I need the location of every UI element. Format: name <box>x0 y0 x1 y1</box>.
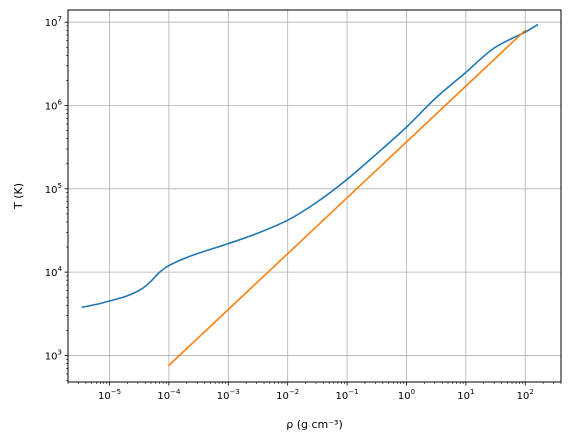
x-tick-label-exponent: 1 <box>470 388 474 396</box>
x-tick-label-exponent: −2 <box>289 388 299 396</box>
x-tick-label-base: 10 <box>276 391 289 402</box>
x-tick-label: 102 <box>517 388 534 402</box>
x-tick-label-base: 10 <box>457 391 470 402</box>
x-tick-label: 100 <box>398 388 415 402</box>
tick-labels: 10−5 10−4 10−3 10−2 10−1 100 101 10210310410510… <box>45 15 534 402</box>
y-tick-label-exponent: 5 <box>58 182 62 190</box>
y-tick-label: 103 <box>45 348 62 362</box>
y-tick-label: 104 <box>45 265 63 279</box>
y-axis-label: T (K) <box>12 183 25 210</box>
x-tick-label: 10−4 <box>157 388 181 402</box>
y-tick-label-exponent: 3 <box>58 348 62 356</box>
x-tick-label-exponent: −5 <box>111 388 121 396</box>
y-tick-label-exponent: 7 <box>58 15 62 23</box>
x-tick-label: 10−1 <box>336 388 359 402</box>
x-tick-label-exponent: −4 <box>170 388 181 396</box>
y-tick-label-base: 10 <box>45 351 58 362</box>
y-tick-label-base: 10 <box>45 18 58 29</box>
grid-lines <box>68 10 561 382</box>
series-line-2 <box>167 29 527 367</box>
x-tick-label: 10−5 <box>98 388 121 402</box>
y-tick-label-base: 10 <box>45 101 58 112</box>
x-tick-label-exponent: 0 <box>411 388 415 396</box>
x-tick-label: 101 <box>457 388 474 402</box>
y-tick-label-base: 10 <box>45 268 58 279</box>
x-axis-label: ρ (g cm⁻³) <box>286 418 343 431</box>
x-tick-label-exponent: 2 <box>529 388 533 396</box>
x-tick-label-base: 10 <box>98 391 111 402</box>
x-tick-label: 10−3 <box>217 388 240 402</box>
plot-series <box>81 23 539 367</box>
x-tick-label-base: 10 <box>217 391 230 402</box>
axis-ticks <box>64 21 562 386</box>
x-tick-label-base: 10 <box>336 391 349 402</box>
x-tick-label-exponent: −1 <box>348 388 358 396</box>
y-tick-label-base: 10 <box>45 185 58 196</box>
x-tick-label-base: 10 <box>517 391 530 402</box>
x-tick-label: 10−2 <box>276 388 299 402</box>
x-tick-label-exponent: −3 <box>229 388 239 396</box>
y-tick-label-exponent: 6 <box>58 98 63 106</box>
x-tick-label-base: 10 <box>157 391 170 402</box>
y-tick-label: 106 <box>45 98 63 112</box>
plot-frame <box>67 9 562 383</box>
y-tick-label: 107 <box>45 15 62 29</box>
y-tick-label: 105 <box>45 182 62 196</box>
x-tick-label-base: 10 <box>398 391 411 402</box>
y-tick-label-exponent: 4 <box>58 265 63 273</box>
series-line-1 <box>81 23 539 309</box>
